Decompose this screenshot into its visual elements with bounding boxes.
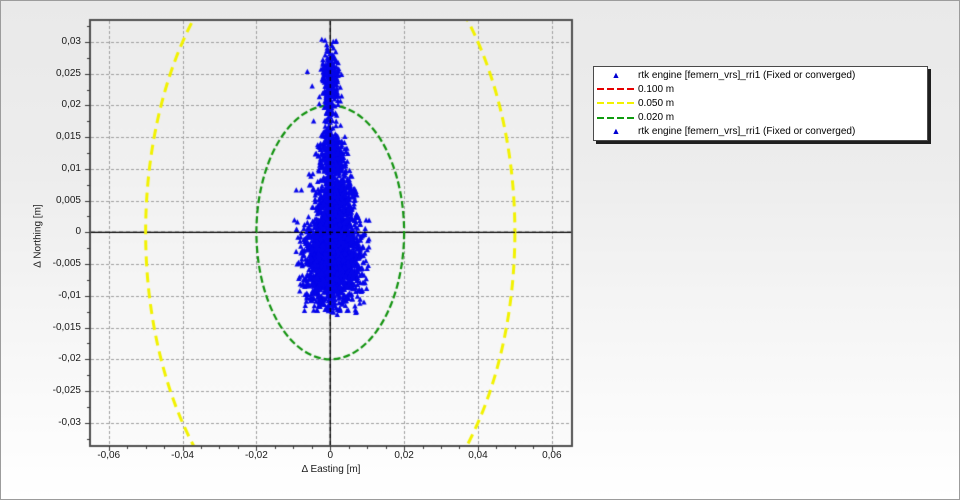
y-tick-label: -0,015 <box>52 321 81 333</box>
dashed-line-swatch-icon <box>597 116 635 119</box>
y-tick-label: 0,03 <box>61 35 81 47</box>
legend-item-tolerance-0100: 0.100 m <box>594 83 927 96</box>
legend-item-series-2: ▲ rtk engine [femern_vrs]_rri1 (Fixed or… <box>594 125 927 138</box>
legend-marker: ▲ <box>594 127 638 136</box>
dashed-line-swatch-icon <box>597 88 635 91</box>
legend-marker: ▲ <box>594 69 638 80</box>
scatter-plot-canvas <box>81 11 577 455</box>
y-tick-label: -0,005 <box>52 258 81 270</box>
legend-label: rtk engine [femern_vrs]_rri1 (Fixed or c… <box>638 126 856 138</box>
x-tick-label: 0,06 <box>542 450 562 461</box>
y-tick-label: 0,01 <box>61 162 81 174</box>
triangle-marker-icon: ▲ <box>611 126 621 137</box>
x-tick-label: 0,02 <box>394 450 414 461</box>
y-tick-label: 0,005 <box>55 194 81 206</box>
x-tick-label: -0,06 <box>97 450 121 461</box>
x-tick-label: 0 <box>327 450 334 461</box>
legend-marker <box>594 116 638 119</box>
legend: ▲ rtk engine [femern_vrs]_rri1 (Fixed or… <box>593 66 928 141</box>
legend-item-tolerance-0020: 0.020 m <box>594 111 927 124</box>
y-tick-label: 0,025 <box>55 67 81 79</box>
triangle-marker-icon: ▲ <box>611 69 621 80</box>
y-tick-label: 0 <box>75 226 81 238</box>
legend-item-tolerance-0050: 0.050 m <box>594 97 927 110</box>
y-tick-label: 0,02 <box>61 99 81 111</box>
y-tick-label: -0,025 <box>52 385 81 397</box>
dashed-line-swatch-icon <box>597 102 635 105</box>
x-tick-label: -0,02 <box>245 450 268 461</box>
legend-marker <box>594 102 638 105</box>
legend-label: rtk engine [femern_vrs]_rri1 (Fixed or c… <box>638 69 856 81</box>
legend-label: 0.020 m <box>638 112 675 124</box>
y-tick-label: -0,01 <box>58 289 81 301</box>
y-tick-label: -0,03 <box>58 416 81 428</box>
x-axis-title: Δ Easting [m] <box>301 464 361 475</box>
legend-item-series: ▲ rtk engine [femern_vrs]_rri1 (Fixed or… <box>594 69 927 82</box>
legend-label: 0.100 m <box>638 83 675 95</box>
y-tick-label: -0,02 <box>58 353 81 365</box>
y-tick-label: 0,015 <box>55 131 81 143</box>
x-tick-label: 0,04 <box>468 450 488 461</box>
legend-label: 0.050 m <box>638 97 675 109</box>
legend-marker <box>594 88 638 91</box>
x-tick-label: -0,04 <box>171 450 194 461</box>
